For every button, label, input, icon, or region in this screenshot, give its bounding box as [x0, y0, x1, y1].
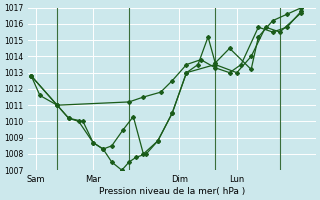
X-axis label: Pression niveau de la mer( hPa ): Pression niveau de la mer( hPa ): [99, 187, 245, 196]
